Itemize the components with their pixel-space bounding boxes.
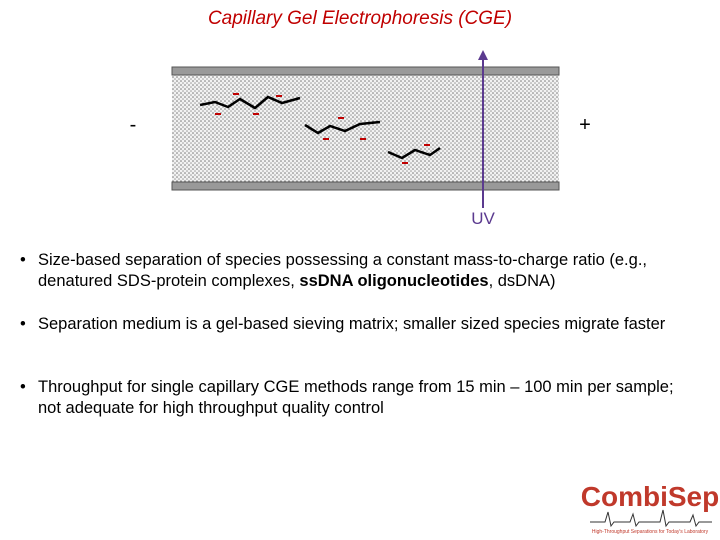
negative-electrode: - [130,114,137,136]
bullet: Size-based separation of species possess… [20,250,698,292]
bullet-text: Size-based separation of species possess… [38,251,647,290]
uv-label: UV [471,209,495,228]
logo-tagline: High-Throughput Separations for Today's … [592,529,709,535]
bullet-text: Separation medium is a gel-based sieving… [38,315,666,333]
logo-name: CombiSep [581,481,719,512]
molecule [387,146,441,160]
bullet-text-bold: ssDNA oligonucleotides [299,272,489,290]
uv-arrow [478,50,488,60]
charge-marks [215,93,430,164]
bullet-text: , dsDNA) [488,272,556,290]
bullet-text: Throughput for single capillary CGE meth… [38,378,674,417]
gel-matrix [172,67,559,187]
bullet: Separation medium is a gel-based sieving… [20,314,698,335]
positive-electrode: + [579,114,591,136]
logo-trace [590,509,712,528]
capillary-wall [171,66,560,76]
capillary-wall [171,181,560,191]
molecule [199,95,301,110]
molecule [304,120,381,135]
bullet: Throughput for single capillary CGE meth… [20,377,698,419]
title: Capillary Gel Electrophoresis (CGE) [207,8,513,29]
